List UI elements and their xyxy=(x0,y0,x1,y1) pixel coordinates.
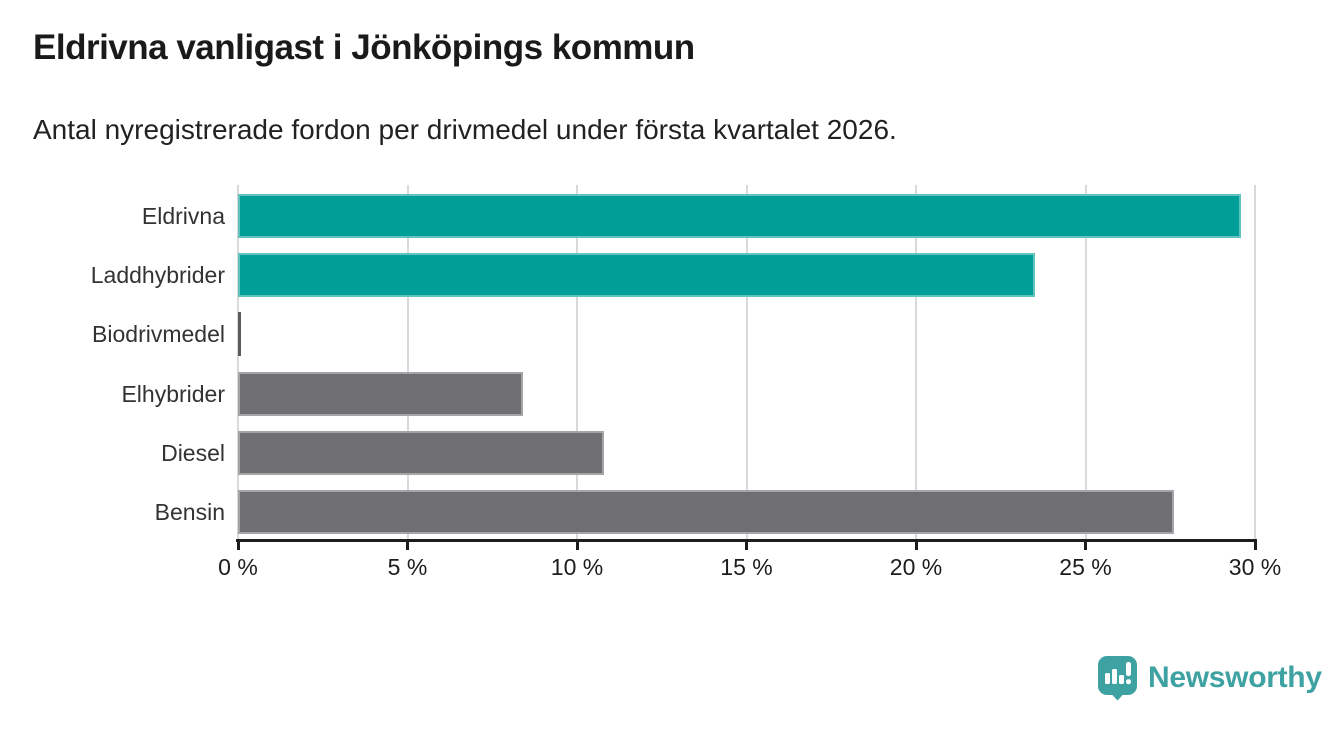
x-axis-tick-label-25: 25 % xyxy=(1059,554,1112,580)
x-axis-tick-label-20: 20 % xyxy=(889,554,943,580)
gridline-10 xyxy=(576,185,578,540)
bar-laddhybrider xyxy=(238,253,1035,298)
category-label-diesel: Diesel xyxy=(161,439,225,466)
x-axis-tick-20 xyxy=(914,541,918,550)
bar-bensin xyxy=(238,489,1174,534)
x-axis-tick-10 xyxy=(575,541,579,550)
x-axis-tick-label-30: 30 % xyxy=(1228,554,1282,580)
x-axis-tick-label-5: 5 % xyxy=(387,554,428,580)
x-axis-tick-0 xyxy=(236,541,240,550)
newsworthy-logo[interactable]: Newsworthy xyxy=(1097,655,1322,701)
x-axis-tick-label-15: 15 % xyxy=(720,554,773,580)
x-axis-tick-5 xyxy=(406,541,409,550)
category-label-eldrivna: Eldrivna xyxy=(141,203,225,229)
bar-biodrivmedel xyxy=(238,312,241,357)
gridline-30 xyxy=(1254,185,1256,540)
gridline-20 xyxy=(915,185,917,540)
bar-eldrivna xyxy=(238,194,1242,238)
category-label-biodrivmedel: Biodrivmedel xyxy=(92,321,225,348)
plot-area: 0 % 5 % 10 % 15 % 20 % 25 % 30 % xyxy=(218,185,1281,580)
chart-title: Eldrivna vanligast i Jönköpings kommun xyxy=(33,28,695,67)
bar-elhybrider xyxy=(238,371,523,416)
category-axis: Eldrivna Laddhybrider Biodrivmedel Elhybrid… xyxy=(0,185,225,540)
x-axis-tick-label-10: 10 % xyxy=(550,554,604,580)
category-label-bensin: Bensin xyxy=(154,498,225,525)
newsworthy-wordmark: Newsworthy xyxy=(1148,661,1322,694)
gridline-25 xyxy=(1084,185,1087,540)
gridline-5 xyxy=(406,185,409,540)
x-axis-tick-label-0: 0 % xyxy=(218,554,258,580)
category-label-laddhybrider: Laddhybrider xyxy=(90,262,225,289)
gridline-15 xyxy=(745,185,748,540)
x-axis-tick-25 xyxy=(1084,541,1087,550)
chart-subtitle: Antal nyregistrerade fordon per drivmede… xyxy=(33,114,897,145)
bar-diesel xyxy=(238,430,605,475)
x-axis-tick-30 xyxy=(1253,541,1257,550)
speech-bubble-bar-chart-icon xyxy=(1098,656,1137,701)
x-axis-tick-15 xyxy=(745,541,748,550)
x-axis-line xyxy=(236,539,1257,542)
gridline-0 xyxy=(237,185,239,540)
category-label-elhybrider: Elhybrider xyxy=(121,380,225,407)
